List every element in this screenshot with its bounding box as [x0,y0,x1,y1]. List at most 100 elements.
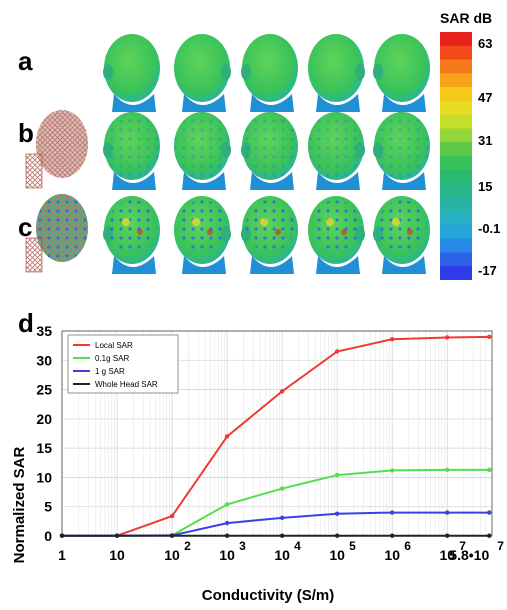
data-point [59,533,65,538]
data-point [114,533,120,538]
colorbar-tick-label: 15 [478,179,493,194]
colorbar-step [440,183,472,198]
colorbar-tick-label: 31 [478,133,493,148]
data-point [224,520,230,526]
y-tick-label: 5 [44,499,52,515]
colorbar-step [440,266,472,280]
data-point [390,468,395,473]
data-point [445,533,450,538]
data-point [445,467,450,473]
head-model-c-3 [241,196,298,274]
colorbar-step [440,87,472,102]
legend-entry: 0.1g SAR [95,354,129,363]
data-point [445,335,450,340]
y-axis-label: Normalized SAR [11,446,28,563]
data-point [224,434,230,439]
wireframe-model-c [25,194,88,273]
colorbar [440,32,472,280]
colorbar-step [440,224,472,240]
wireframe-model-b [25,110,88,189]
head-model-b-3 [241,112,298,190]
head-model-a-4 [308,34,365,112]
x-tick-label: 10 [274,547,290,563]
x-tick-label: 10 [109,547,125,563]
y-tick-label: 0 [44,528,52,544]
x-tick-exponent: 7 [459,539,466,553]
colorbar-title: SAR dB [440,10,493,26]
y-tick-label: 10 [36,469,52,485]
colorbar-step [440,211,472,226]
x-tick-exponent: 3 [239,539,246,553]
data-point [169,513,175,519]
data-point [224,533,230,538]
head-model-b-1 [103,112,160,190]
data-point [390,510,395,515]
colorbar-step [440,156,472,171]
colorbar-step [440,252,472,267]
panel-label-d: d [18,308,34,338]
colorbar-step [440,197,472,212]
colorbar-step [440,32,472,47]
colorbar-tick-label: 47 [478,90,493,105]
data-point [334,349,340,354]
head-model-b-5 [373,112,430,190]
head-model-b-4 [308,112,365,190]
data-point [487,467,492,473]
data-point [169,533,175,538]
x-tick-label: 10 [384,547,400,563]
panel-label-b: b [18,118,34,148]
head-model-a-5 [373,34,430,112]
x-axis-label: Conductivity (S/m) [202,587,335,604]
x-tick-label: 10 [439,547,455,563]
x-tick-label: 1 [58,547,66,563]
data-point [445,510,450,515]
data-point [334,472,340,478]
colorbar-step [440,114,472,129]
head-model-c-1 [103,196,160,274]
data-point [487,510,492,515]
data-point [279,389,285,394]
colorbar-tick-label: 63 [478,36,493,51]
legend-entry: Local SAR [95,341,133,350]
x-tick-label: 10 [329,547,345,563]
legend-entry: 1 g SAR [95,367,125,376]
data-point [390,337,395,342]
colorbar-step [440,238,472,253]
data-point [279,486,285,491]
data-point [279,533,285,538]
data-point [487,334,492,340]
colorbar-step [440,142,472,157]
head-renderings [25,34,430,274]
data-point [224,502,230,507]
colorbar-step [440,128,472,143]
head-model-a-2 [174,34,231,112]
x-tick-label: 5.8•10 [449,547,489,563]
head-model-a-1 [103,34,160,112]
head-model-b-2 [174,112,231,190]
panel-label-a: a [18,46,33,76]
x-tick-exponent: 2 [184,539,191,553]
x-tick-exponent: 5 [349,539,356,553]
x-tick-label: 10 [164,547,180,563]
data-point [334,511,340,516]
colorbar-step [440,45,472,61]
x-tick-exponent: 4 [294,539,301,553]
y-tick-label: 15 [36,440,52,456]
colorbar-step [440,100,472,116]
colorbar-tick-label: -17 [478,263,497,278]
colorbar-step [440,59,472,74]
head-model-c-2 [174,196,231,274]
y-tick-label: 35 [36,323,52,339]
data-point [334,533,340,538]
y-tick-label: 25 [36,382,52,398]
x-tick-label: 10 [219,547,235,563]
data-point [390,533,395,538]
legend-entry: Whole Head SAR [95,380,158,389]
head-model-c-5 [373,196,430,274]
x-tick-exponent: 7 [497,539,504,553]
head-model-a-3 [241,34,298,112]
y-tick-label: 20 [36,411,52,427]
colorbar-tick-label: -0.1 [478,221,501,236]
y-tick-label: 30 [36,352,52,368]
